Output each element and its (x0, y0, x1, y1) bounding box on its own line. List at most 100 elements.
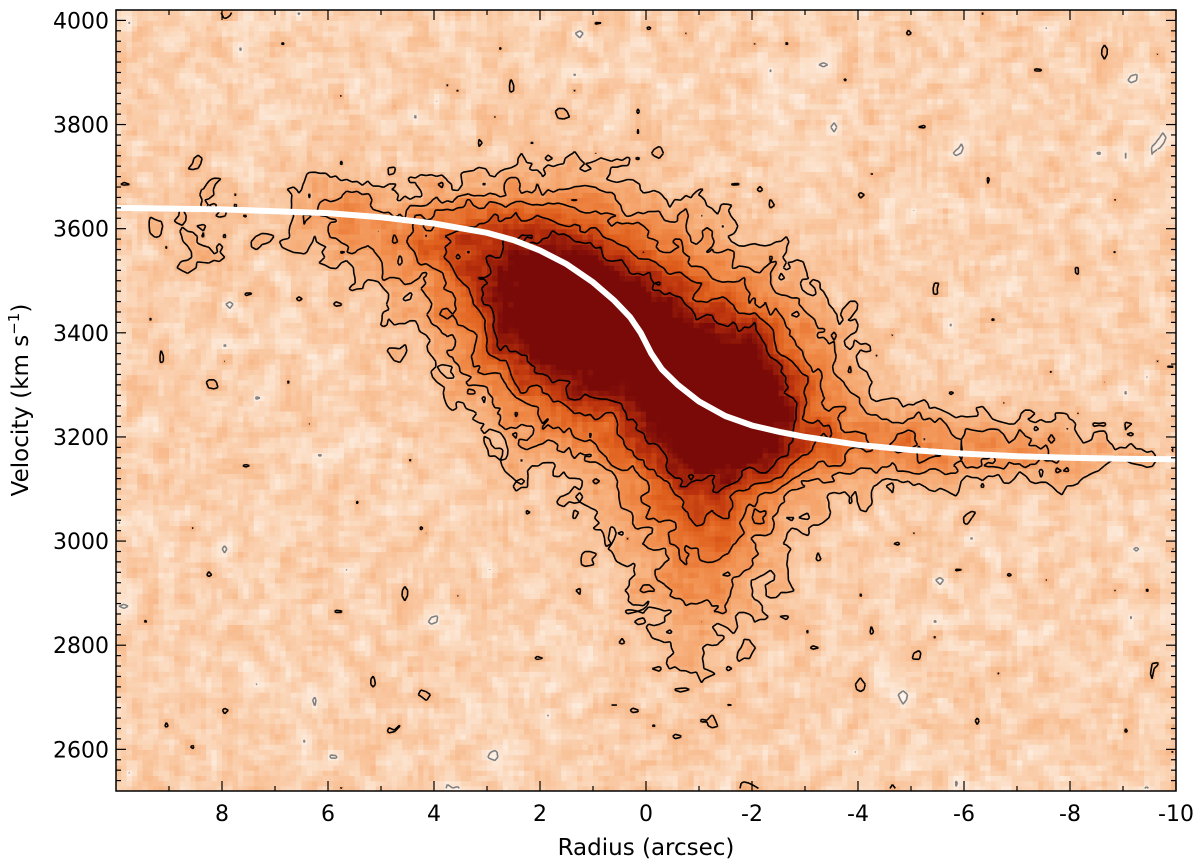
heatmap-cell (1128, 739, 1134, 745)
heatmap-cell (307, 692, 313, 698)
heatmap-cell (953, 708, 959, 714)
heatmap-cell (344, 692, 350, 698)
heatmap-cell (471, 702, 477, 708)
heatmap-cell (768, 770, 774, 776)
heatmap-cell (1038, 729, 1044, 735)
heatmap-cell (211, 702, 217, 708)
heatmap-cell (736, 702, 742, 708)
heatmap-cell (408, 739, 414, 745)
heatmap-cell (715, 760, 721, 766)
heatmap-cell (810, 775, 816, 781)
heatmap-cell (694, 749, 700, 755)
heatmap-cell (132, 775, 138, 781)
heatmap-cell (296, 718, 302, 724)
heatmap-cell (938, 739, 944, 745)
heatmap-cell (349, 739, 355, 745)
heatmap-cell (572, 702, 578, 708)
heatmap-cell (625, 713, 631, 719)
heatmap-cell (264, 775, 270, 781)
heatmap-cell (402, 749, 408, 755)
heatmap-cell (545, 729, 551, 735)
heatmap-cell (588, 749, 594, 755)
heatmap-cell (874, 702, 880, 708)
heatmap-cell (349, 713, 355, 719)
heatmap-cell (264, 744, 270, 750)
heatmap-cell (529, 739, 535, 745)
heatmap-cell (344, 781, 350, 787)
heatmap-cell (906, 718, 912, 724)
heatmap-cell (365, 697, 371, 703)
heatmap-cell (1001, 723, 1007, 729)
heatmap-cell (821, 770, 827, 776)
heatmap-cell (196, 739, 202, 745)
heatmap-cell (376, 770, 382, 776)
heatmap-cell (217, 718, 223, 724)
heatmap-cell (646, 760, 652, 766)
heatmap-cell (1028, 775, 1034, 781)
heatmap-cell (153, 775, 159, 781)
heatmap-cell (720, 734, 726, 740)
heatmap-cell (1139, 765, 1145, 771)
heatmap-cell (434, 749, 440, 755)
heatmap-cell (1059, 755, 1065, 761)
heatmap-cell (948, 781, 954, 787)
heatmap-cell (487, 781, 493, 787)
heatmap-cell (980, 718, 986, 724)
heatmap-cell (763, 755, 769, 761)
heatmap-cell (317, 744, 323, 750)
heatmap-cell (259, 692, 265, 698)
heatmap-cell (529, 723, 535, 729)
heatmap-cell (1134, 697, 1140, 703)
heatmap-cell (985, 702, 991, 708)
heatmap-cell (1139, 760, 1145, 766)
heatmap-cell (413, 713, 419, 719)
heatmap-cell (201, 781, 207, 787)
heatmap-cell (492, 770, 498, 776)
heatmap-cell (1006, 708, 1012, 714)
heatmap-cell (185, 744, 191, 750)
heatmap-cell (763, 781, 769, 787)
heatmap-cell (402, 770, 408, 776)
heatmap-cell (503, 765, 509, 771)
heatmap-cell (349, 765, 355, 771)
heatmap-cell (259, 702, 265, 708)
heatmap-cell (323, 692, 329, 698)
heatmap-cell (1054, 760, 1060, 766)
heatmap-cell (482, 723, 488, 729)
heatmap-cell (567, 755, 573, 761)
heatmap-cell (863, 697, 869, 703)
heatmap-cell (243, 749, 249, 755)
heatmap-cell (567, 781, 573, 787)
heatmap-cell (286, 755, 292, 761)
heatmap-cell (683, 702, 689, 708)
heatmap-cell (174, 781, 180, 787)
heatmap-cell (1091, 744, 1097, 750)
heatmap-cell (916, 749, 922, 755)
heatmap-cell (439, 729, 445, 735)
heatmap-cell (413, 755, 419, 761)
heatmap-cell (291, 749, 297, 755)
heatmap-cell (662, 734, 668, 740)
heatmap-cell (741, 744, 747, 750)
heatmap-cell (174, 765, 180, 771)
heatmap-cell (710, 744, 716, 750)
heatmap-cell (482, 781, 488, 787)
heatmap-cell (302, 770, 308, 776)
heatmap-cell (408, 770, 414, 776)
heatmap-cell (174, 708, 180, 714)
heatmap-cell (466, 749, 472, 755)
heatmap-cell (1112, 775, 1118, 781)
heatmap-cell (635, 723, 641, 729)
heatmap-cell (137, 755, 143, 761)
heatmap-cell (466, 760, 472, 766)
heatmap-cell (699, 708, 705, 714)
heatmap-cell (694, 775, 700, 781)
heatmap-cell (969, 718, 975, 724)
heatmap-cell (376, 781, 382, 787)
heatmap-cell (408, 718, 414, 724)
heatmap-cell (1134, 708, 1140, 714)
heatmap-cell (1097, 744, 1103, 750)
heatmap-cell (567, 765, 573, 771)
heatmap-cell (1022, 702, 1028, 708)
heatmap-cell (726, 749, 732, 755)
